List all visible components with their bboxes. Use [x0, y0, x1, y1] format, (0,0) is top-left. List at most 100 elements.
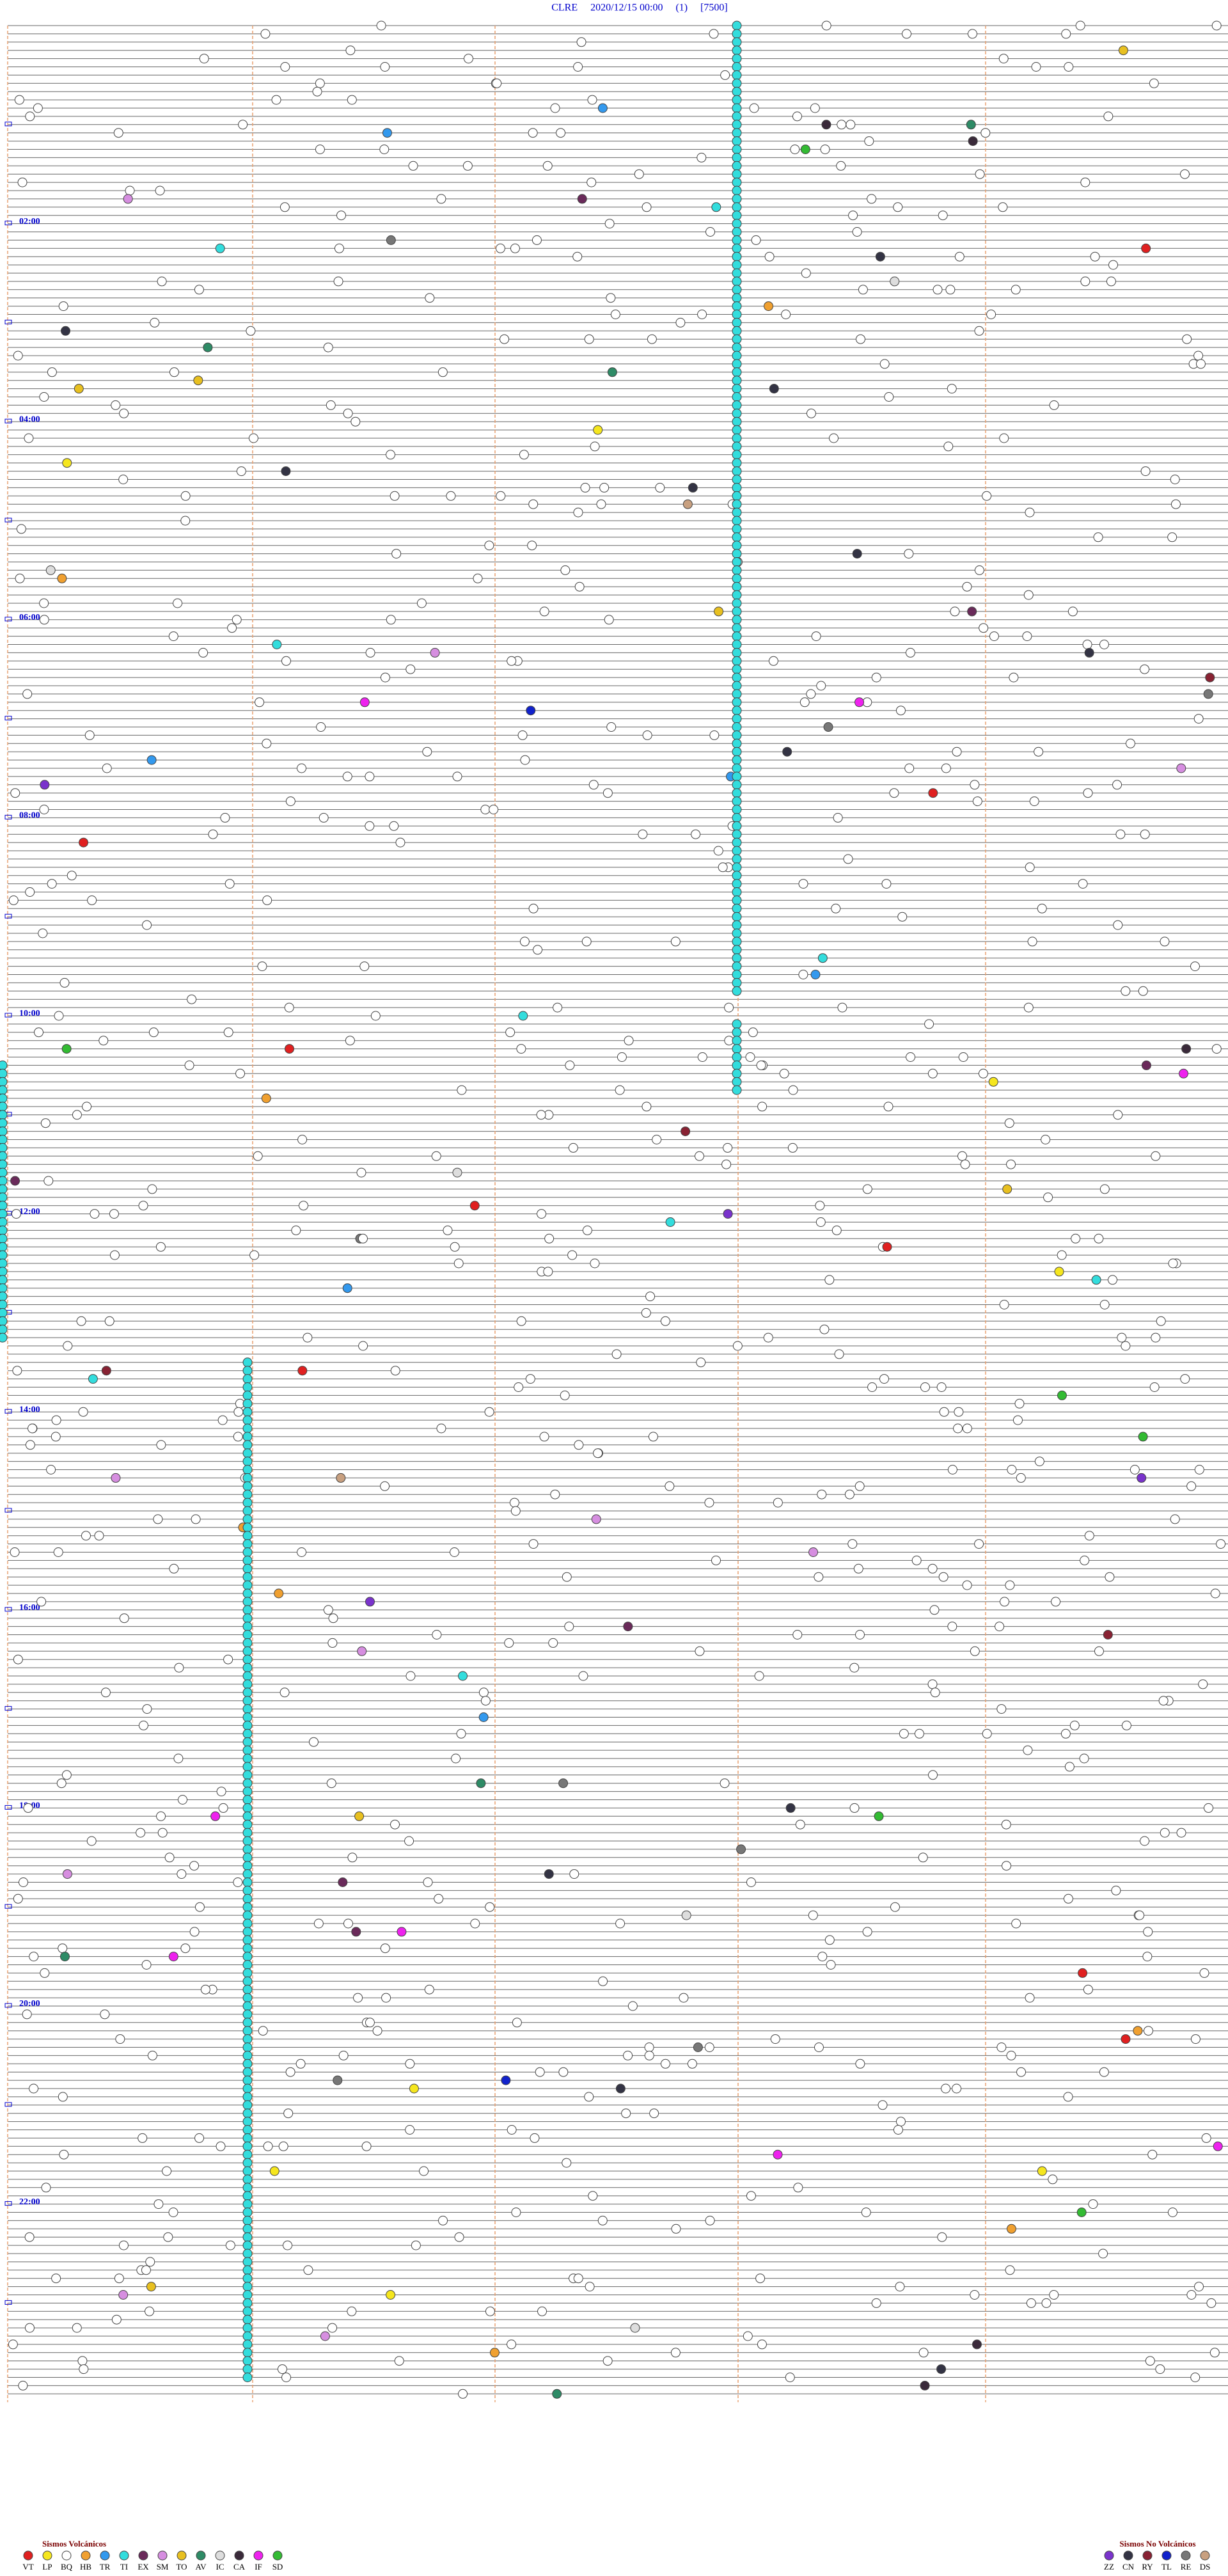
event-marker	[1048, 2174, 1058, 2185]
event-marker	[434, 1893, 444, 1904]
event-marker	[1180, 1374, 1190, 1384]
event-marker	[157, 1828, 168, 1838]
event-marker	[713, 846, 723, 856]
event-marker	[0, 1332, 8, 1343]
event-marker	[924, 1019, 934, 1029]
event-marker	[1049, 400, 1059, 410]
event-marker	[411, 2240, 421, 2250]
event-marker	[1005, 2265, 1015, 2275]
event-marker	[679, 1993, 689, 2003]
event-marker	[952, 747, 962, 757]
event-marker	[147, 1184, 157, 1194]
event-marker	[732, 623, 742, 633]
event-marker	[297, 1547, 307, 1557]
event-marker	[397, 1927, 407, 1937]
event-marker	[242, 1465, 253, 1474]
event-marker	[732, 928, 742, 938]
legend-label: TR	[100, 2562, 111, 2572]
event-marker	[895, 2117, 906, 2127]
event-marker	[457, 1085, 467, 1095]
event-marker	[644, 2043, 654, 2052]
event-marker	[1043, 1192, 1053, 1203]
event-marker	[732, 879, 742, 889]
event-marker	[1098, 2248, 1108, 2259]
event-marker	[695, 1646, 705, 1656]
event-marker	[952, 2083, 962, 2094]
event-marker	[39, 615, 49, 625]
event-marker	[936, 2364, 947, 2375]
event-marker	[732, 1085, 742, 1095]
event-marker	[995, 1622, 1005, 1632]
event-marker	[732, 912, 742, 922]
event-marker	[1023, 1745, 1033, 1755]
event-marker	[0, 1267, 8, 1277]
hour-tick	[4, 814, 12, 819]
event-marker	[242, 1918, 253, 1929]
event-marker	[1057, 1250, 1067, 1260]
event-marker	[528, 903, 539, 913]
event-marker	[13, 1654, 23, 1664]
event-marker	[732, 738, 742, 748]
event-marker	[350, 416, 361, 427]
event-marker	[249, 1250, 260, 1260]
event-marker	[111, 400, 121, 410]
event-marker	[262, 738, 272, 748]
event-marker	[732, 573, 742, 583]
event-marker	[895, 706, 906, 716]
event-marker	[1204, 1803, 1214, 1813]
event-marker	[485, 1902, 495, 1912]
event-marker	[1140, 466, 1151, 477]
event-marker	[242, 2183, 253, 2193]
hour-label: 08:00	[19, 811, 40, 821]
legend-label: TL	[1161, 2562, 1172, 2572]
legend-label: VT	[22, 2562, 33, 2572]
event-marker	[732, 326, 742, 336]
event-marker	[380, 1481, 390, 1491]
event-marker	[203, 342, 213, 352]
hour-tick	[4, 1607, 12, 1612]
event-marker	[242, 1440, 253, 1450]
event-marker	[242, 1481, 253, 1491]
event-marker	[450, 1547, 460, 1557]
event-marker	[278, 2141, 288, 2151]
event-marker	[732, 821, 742, 831]
event-marker	[732, 466, 742, 477]
event-marker	[974, 565, 984, 575]
event-marker	[1194, 1465, 1204, 1474]
event-marker	[242, 2248, 253, 2259]
event-marker	[861, 2208, 871, 2217]
event-marker	[81, 1531, 91, 1541]
event-marker	[970, 780, 980, 790]
event-marker	[297, 1366, 308, 1376]
event-marker	[1014, 1398, 1025, 1409]
event-marker	[732, 524, 742, 534]
event-marker	[1112, 780, 1122, 790]
event-marker	[0, 1233, 8, 1244]
event-marker	[17, 177, 28, 187]
event-marker	[1103, 111, 1114, 122]
event-marker	[453, 1258, 464, 1268]
event-marker	[642, 202, 652, 212]
event-marker	[283, 2108, 294, 2119]
event-marker	[242, 2026, 253, 2036]
event-marker	[688, 482, 698, 493]
event-marker	[580, 482, 590, 493]
event-marker	[242, 2117, 253, 2127]
event-marker	[607, 367, 617, 377]
event-marker	[0, 1142, 8, 1153]
event-marker	[808, 1910, 818, 1920]
event-marker	[323, 1605, 333, 1615]
event-marker	[855, 2058, 865, 2069]
hour-tick	[4, 221, 12, 226]
event-marker	[345, 45, 356, 56]
event-marker	[284, 1044, 294, 1054]
event-marker	[257, 961, 267, 972]
event-marker	[746, 2191, 756, 2201]
event-marker	[847, 1539, 858, 1549]
event-marker	[297, 1135, 308, 1144]
event-marker	[660, 2058, 670, 2069]
event-marker	[902, 29, 912, 39]
event-marker	[641, 1308, 651, 1318]
hour-tick	[4, 122, 12, 127]
hour-tick	[4, 1508, 12, 1513]
